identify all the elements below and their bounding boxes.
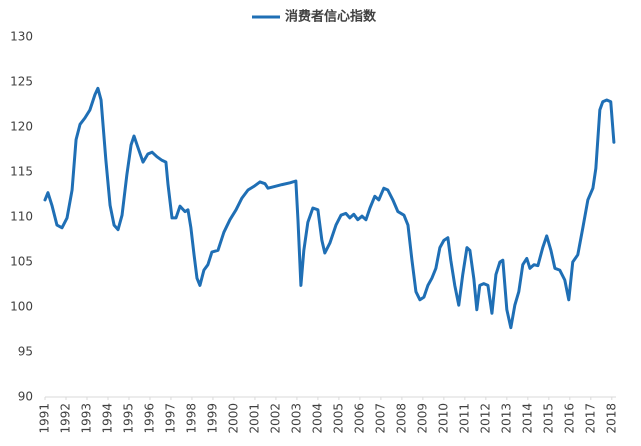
x-tick-label: 1991	[38, 403, 52, 434]
x-tick-label: 1998	[184, 403, 198, 434]
y-tick-label: 115	[10, 165, 33, 179]
x-tick-label: 2005	[331, 403, 345, 434]
x-tick-label: 2018	[604, 403, 618, 434]
x-tick-label: 2000	[226, 403, 240, 434]
x-tick-label: 2001	[247, 403, 261, 434]
x-tick-label: 1996	[142, 403, 156, 434]
x-tick-label: 2012	[478, 403, 492, 434]
x-tick-label: 2011	[457, 403, 471, 434]
x-tick-label: 2017	[583, 403, 597, 434]
x-tick-label: 2007	[373, 403, 387, 434]
x-tick-label: 2009	[415, 403, 429, 434]
legend-label: 消费者信心指数	[285, 9, 377, 25]
x-tick-label: 2006	[352, 403, 366, 434]
x-tick-label: 1997	[163, 403, 177, 434]
legend: 消费者信心指数	[252, 9, 377, 25]
x-tick-label: 2003	[289, 403, 303, 434]
x-tick-label: 2015	[541, 403, 555, 434]
x-tick-label: 1994	[100, 403, 114, 434]
data-line	[43, 86, 616, 330]
y-tick-label: 120	[10, 120, 33, 134]
x-tick-label: 1999	[205, 403, 219, 434]
x-tick-label: 2008	[394, 403, 408, 434]
y-tick-label: 90	[18, 390, 33, 404]
x-tick-label: 2004	[310, 403, 324, 434]
x-tick-label: 1995	[121, 403, 135, 434]
x-tick-label: 1992	[58, 403, 72, 434]
x-tick-label: 2002	[268, 403, 282, 434]
y-tick-label: 125	[10, 75, 33, 89]
x-tick-label: 2016	[562, 403, 576, 434]
y-tick-label: 95	[18, 345, 33, 359]
x-tick-label: 2010	[436, 403, 450, 434]
x-tick-label: 2014	[520, 403, 534, 434]
y-tick-label: 110	[10, 210, 33, 224]
y-tick-label: 130	[10, 30, 33, 44]
x-tick-label: 2013	[499, 403, 513, 434]
y-tick-label: 100	[10, 300, 33, 314]
x-tick-label: 1993	[79, 403, 93, 434]
y-tick-label: 105	[10, 255, 33, 269]
